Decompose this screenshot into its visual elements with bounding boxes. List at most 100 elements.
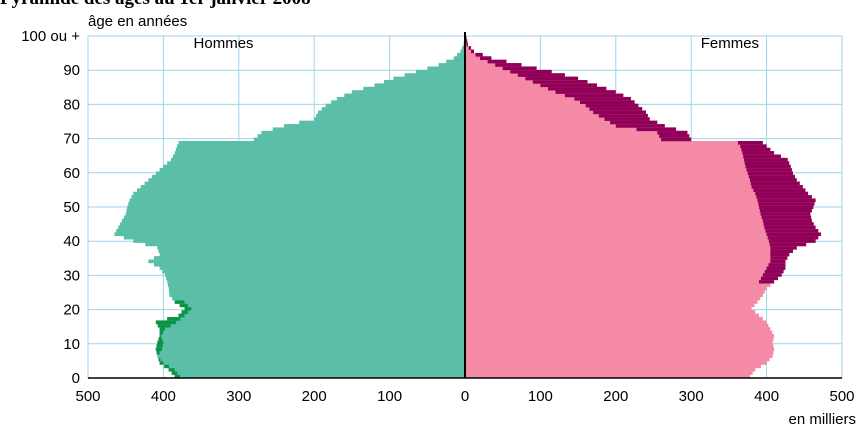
bar-men-excess [179, 303, 188, 308]
bar-women [465, 229, 819, 233]
bar-men [120, 222, 466, 226]
bar-women [465, 100, 635, 105]
bar-women [465, 66, 537, 71]
bar-women-excess [766, 266, 786, 270]
bar-women-excess [465, 39, 468, 44]
bar-women-excess [746, 168, 792, 172]
bar-women [465, 262, 786, 267]
bar-women [465, 340, 773, 345]
bar-men [438, 63, 465, 67]
bar-men-excess [156, 344, 163, 348]
y-tick-label: 0 [72, 370, 80, 387]
bar-women [465, 154, 781, 159]
bar-women-excess [555, 90, 616, 94]
bar-women-excess [475, 52, 483, 57]
bar-men [137, 188, 465, 193]
bar-women-excess [659, 134, 690, 138]
bar-men [171, 371, 465, 375]
bar-women [465, 344, 774, 348]
bar-men [175, 147, 465, 152]
bar-women-excess [495, 63, 522, 67]
bar-women [465, 157, 788, 162]
bar-men [156, 350, 465, 355]
bar-men [321, 107, 465, 111]
bar-women-excess [757, 198, 816, 203]
bar-women [465, 178, 797, 182]
bar-women [465, 63, 522, 67]
bar-men [179, 303, 465, 308]
bar-men [170, 157, 465, 162]
bar-women [465, 69, 552, 74]
bar-men [140, 184, 465, 189]
bar-women-excess [585, 103, 639, 108]
x-tick-label: 400 [754, 388, 779, 405]
bar-women-excess [517, 73, 565, 77]
bar-women [465, 327, 771, 331]
bar-women [465, 49, 475, 54]
bar-men [446, 59, 465, 64]
bar-women-excess [471, 49, 475, 54]
bar-women [465, 361, 767, 365]
bar-women [465, 354, 773, 358]
bar-women [465, 83, 597, 88]
bar-women [465, 273, 782, 277]
bar-women [465, 320, 767, 325]
bar-men-excess [174, 300, 185, 304]
y-tick-label: 40 [63, 233, 80, 250]
bar-women [465, 269, 784, 274]
bar-men [127, 205, 465, 209]
bar-women [465, 137, 692, 142]
bar-men [118, 225, 465, 230]
bar-men [164, 273, 465, 277]
bar-women-excess [756, 195, 812, 199]
bar-women [465, 293, 763, 298]
bar-men [157, 340, 466, 345]
bar-women [465, 90, 616, 94]
bar-women-excess [761, 215, 812, 220]
bar-women [465, 110, 646, 115]
x-tick-label: 0 [461, 388, 469, 405]
bar-men [257, 134, 465, 138]
bar-men-excess [155, 320, 177, 325]
bar-women [465, 276, 778, 281]
y-tick-label: 80 [63, 96, 80, 113]
bar-men [129, 198, 465, 203]
bar-men [145, 242, 465, 247]
bar-women [465, 286, 767, 291]
bar-men-excess [167, 317, 181, 321]
bar-men [131, 195, 466, 199]
bar-women [465, 374, 751, 379]
bar-women-excess [770, 252, 790, 257]
bar-men [184, 306, 465, 311]
bar-men [169, 293, 465, 298]
x-tick-label: 400 [151, 388, 176, 405]
bar-women [465, 215, 812, 220]
bar-women-excess [748, 174, 795, 179]
bar-women-excess [768, 239, 816, 243]
y-tick-label: 60 [63, 165, 80, 182]
bar-men [169, 289, 465, 294]
bar-men [176, 144, 466, 149]
bar-women [465, 198, 816, 203]
bar-women [465, 283, 771, 287]
bar-men [123, 215, 465, 220]
bar-women [465, 364, 761, 369]
bar-men [155, 347, 466, 352]
bar-women-excess [740, 144, 767, 149]
bar-women-excess [770, 249, 793, 254]
bar-women-excess [636, 127, 677, 132]
bar-men [125, 212, 465, 216]
bar-men [159, 168, 465, 172]
bar-women [465, 96, 631, 101]
bar-men [158, 337, 465, 342]
panel-label-women: Femmes [701, 35, 759, 52]
bar-men [299, 120, 465, 125]
bar-men [152, 174, 465, 179]
bar-women-excess [762, 273, 782, 277]
bar-women [465, 201, 815, 206]
bar-women [465, 279, 775, 284]
bar-women-excess [764, 269, 784, 274]
bar-women [465, 86, 607, 91]
bar-women [465, 317, 763, 321]
bar-women [465, 303, 755, 308]
